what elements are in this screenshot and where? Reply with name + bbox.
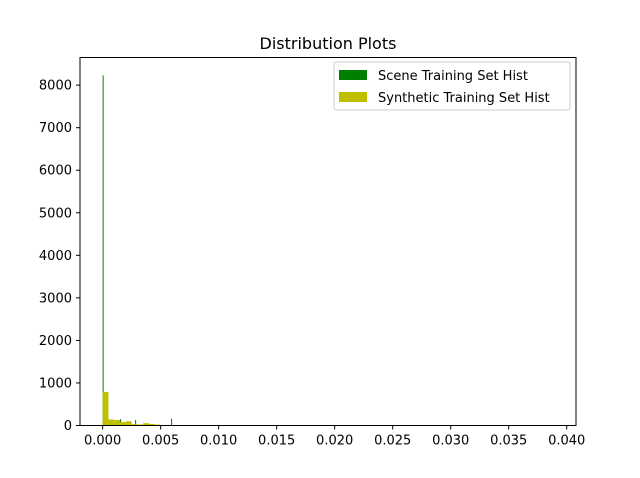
chart-title: Distribution Plots xyxy=(260,34,397,53)
x-tick-label-1: 0.005 xyxy=(142,434,179,449)
synthetic-bar-3 xyxy=(120,422,126,426)
y-tick-label-5: 5000 xyxy=(39,206,72,221)
legend-box xyxy=(333,61,571,111)
x-tick-label-6: 0.030 xyxy=(432,434,469,449)
x-tick-label-4: 0.020 xyxy=(316,434,353,449)
x-tick-label-0: 0.000 xyxy=(84,434,121,449)
x-tick-label-7: 0.035 xyxy=(490,434,527,449)
axes-frame xyxy=(79,57,577,426)
y-tick-label-2: 2000 xyxy=(39,334,72,349)
synthetic-bar-4 xyxy=(125,421,132,426)
synthetic-bar-7 xyxy=(143,423,150,426)
ticks-layer: 0.000 0.005 0.010 0.015 0.020 0.025 0.030 0.035… xyxy=(39,79,585,449)
synthetic-bar-1 xyxy=(108,419,115,426)
legend: Scene Training Set Hist Synthetic Traini… xyxy=(333,61,571,111)
y-tick-label-8: 8000 xyxy=(39,79,72,94)
x-tick-label-2: 0.010 xyxy=(200,434,237,449)
y-tick-label-6: 6000 xyxy=(39,164,72,179)
y-tick-label-3: 3000 xyxy=(39,291,72,306)
legend-swatch-synthetic xyxy=(339,92,367,102)
synthetic-bar-8 xyxy=(149,424,155,426)
legend-label-scene: Scene Training Set Hist xyxy=(378,69,528,84)
legend-label-synthetic: Synthetic Training Set Hist xyxy=(378,91,550,106)
bars-layer xyxy=(102,75,173,426)
x-tick-label-8: 0.040 xyxy=(548,434,585,449)
scene-bar-2 xyxy=(135,419,137,426)
synthetic-bar-5 xyxy=(131,424,138,426)
legend-swatch-scene xyxy=(339,70,367,80)
synthetic-bar-6 xyxy=(137,424,144,426)
x-tick-label-5: 0.025 xyxy=(374,434,411,449)
synthetic-bar-0 xyxy=(102,391,109,426)
scene-bar-0 xyxy=(102,75,104,426)
y-tick-label-1: 1000 xyxy=(39,376,72,391)
y-tick-label-7: 7000 xyxy=(39,121,72,136)
x-tick-label-3: 0.015 xyxy=(258,434,295,449)
scene-bar-3 xyxy=(171,418,173,426)
y-tick-label-4: 4000 xyxy=(39,249,72,264)
y-tick-label-0: 0 xyxy=(64,419,72,434)
synthetic-bar-2 xyxy=(114,419,121,426)
